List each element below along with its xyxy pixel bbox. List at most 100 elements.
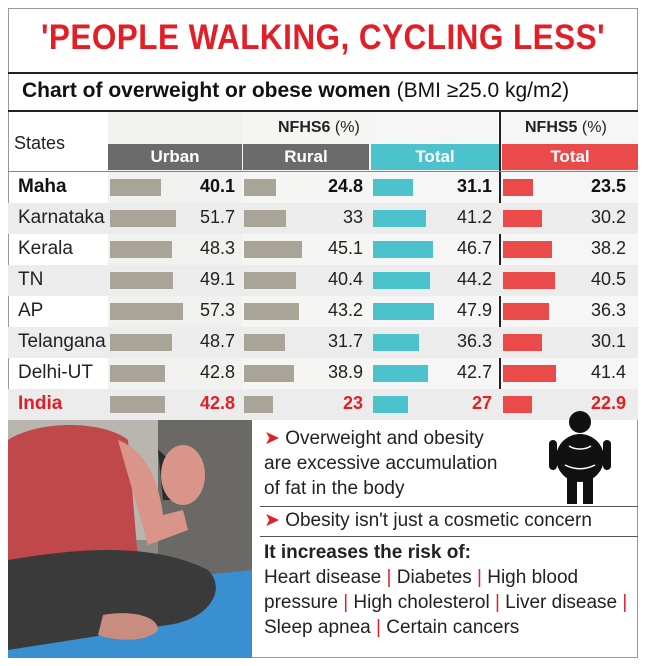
state-label: Karnataka [18,207,105,228]
state-label: AP [18,300,44,321]
bar-rural [244,303,299,320]
headline: 'PEOPLE WALKING, CYCLING LESS' [40,18,606,57]
bar-urban [110,303,183,320]
nfhs6-unit: (%) [334,119,360,136]
bar-total5 [503,396,532,413]
table-row: India 42.8 23 27 22.9 [8,389,638,420]
value-label-rural: 45.1 [327,238,363,258]
value-label-rural: 23 [342,393,363,413]
value-label-total6: 44.2 [456,269,492,289]
table-row: AP 57.3 43.2 47.9 36.3 [8,296,638,327]
value-label-urban: 48.7 [199,331,235,351]
value-label-total5: 30.1 [590,331,626,351]
value-label-urban: 49.1 [199,269,235,289]
bar-total6 [373,179,413,196]
info-section: ➤ Overweight and obesity are excessive a… [8,411,638,658]
point-1-line-1: Overweight and obesity [285,428,484,449]
bar-total6 [373,210,426,227]
info-divider-2 [260,536,638,537]
risk-title: It increases the risk of: [264,542,471,563]
state-label: Kerala [18,238,73,259]
nfhs5-label: NFHS5 [525,119,578,136]
risk-item: High blood pressure [264,567,579,613]
point-1: ➤ Overweight and obesity are excessive a… [264,426,497,501]
risk-item: Liver disease [505,592,618,613]
subtitle-row: Chart of overweight or obese women (BMI … [8,72,638,112]
info-divider-1 [260,506,638,507]
nfhs6-label: NFHS6 [278,119,331,136]
risk-separator: | [386,567,392,588]
table-row: Delhi-UT 42.8 38.9 42.7 41.4 [8,358,638,389]
table-row: Karnataka 51.7 33 41.2 30.2 [8,203,638,234]
arrow-bullet-icon: ➤ [264,428,280,449]
group-divider [499,112,501,415]
chart-title-bold: Chart of overweight or obese women [22,79,391,102]
bar-total6 [373,365,428,382]
value-label-total5: 22.9 [590,393,626,413]
value-label-total6: 31.1 [456,176,492,196]
value-label-total6: 47.9 [456,300,492,320]
bar-total5 [503,210,542,227]
table-row: Kerala 48.3 45.1 46.7 38.2 [8,234,638,265]
risk-separator: | [494,592,500,613]
person-silhouette-icon [549,411,611,504]
bar-rural [244,210,286,227]
risk-separator: | [622,592,628,613]
value-label-urban: 51.7 [199,207,235,227]
state-label: TN [18,269,44,290]
risk-item: Diabetes [396,567,472,588]
bar-urban [110,396,165,413]
bar-rural [244,334,285,351]
point-1-line-2: are excessive accumulation [264,453,498,474]
value-label-total5: 41.4 [590,362,626,382]
info-panel: ➤ Overweight and obesity are excessive a… [260,411,638,658]
bar-rural [244,365,294,382]
woman-photo [8,420,252,658]
value-label-total5: 36.3 [590,300,626,320]
bar-total6 [373,241,433,258]
bar-rural [244,241,302,258]
nfhs5-header: NFHS5 (%) [525,119,607,137]
state-label: Telangana [18,331,106,352]
value-label-urban: 40.1 [199,176,235,196]
bar-total5 [503,241,552,258]
chart-title: Chart of overweight or obese women (BMI … [22,79,569,103]
value-label-total6: 42.7 [456,362,492,382]
arrow-bullet-icon: ➤ [264,510,280,531]
risk-item: Sleep apnea [264,617,371,638]
bar-total6 [373,396,408,413]
bar-total6 [373,303,434,320]
bar-urban [110,241,172,258]
bar-total5 [503,365,556,382]
point-2-text: Obesity isn't just a cosmetic concern [285,510,592,531]
bar-total5 [503,303,549,320]
bar-rural [244,179,276,196]
point-1-line-3: of fat in the body [264,478,405,499]
value-label-total6: 46.7 [456,238,492,258]
meditating-woman-illustration [8,420,252,658]
value-label-total5: 40.5 [590,269,626,289]
value-label-total5: 30.2 [590,207,626,227]
value-label-total5: 38.2 [590,238,626,258]
risk-item: Certain cancers [386,617,520,638]
bar-urban [110,365,165,382]
urban-column-header: Urban [108,144,242,170]
chart-title-unit: (BMI ≥25.0 kg/m2) [396,79,570,102]
value-label-urban: 57.3 [199,300,235,320]
total6-column-header: Total [371,144,499,170]
risk-list: Heart disease | Diabetes | High blood pr… [264,565,634,640]
value-label-total6: 27 [471,393,492,413]
bar-urban [110,272,173,289]
header-rule [8,171,638,172]
table-row: Telangana 48.7 31.7 36.3 30.1 [8,327,638,358]
risk-item: High cholesterol [353,592,490,613]
states-column-header: States [14,133,66,153]
value-label-total6: 41.2 [456,207,492,227]
nfhs6-header: NFHS6 (%) [278,119,360,137]
bar-urban [110,210,176,227]
bar-total6 [373,334,419,351]
state-label: Maha [18,176,67,197]
bar-urban [110,334,172,351]
value-label-rural: 33 [342,207,363,227]
bar-rural [244,396,273,413]
